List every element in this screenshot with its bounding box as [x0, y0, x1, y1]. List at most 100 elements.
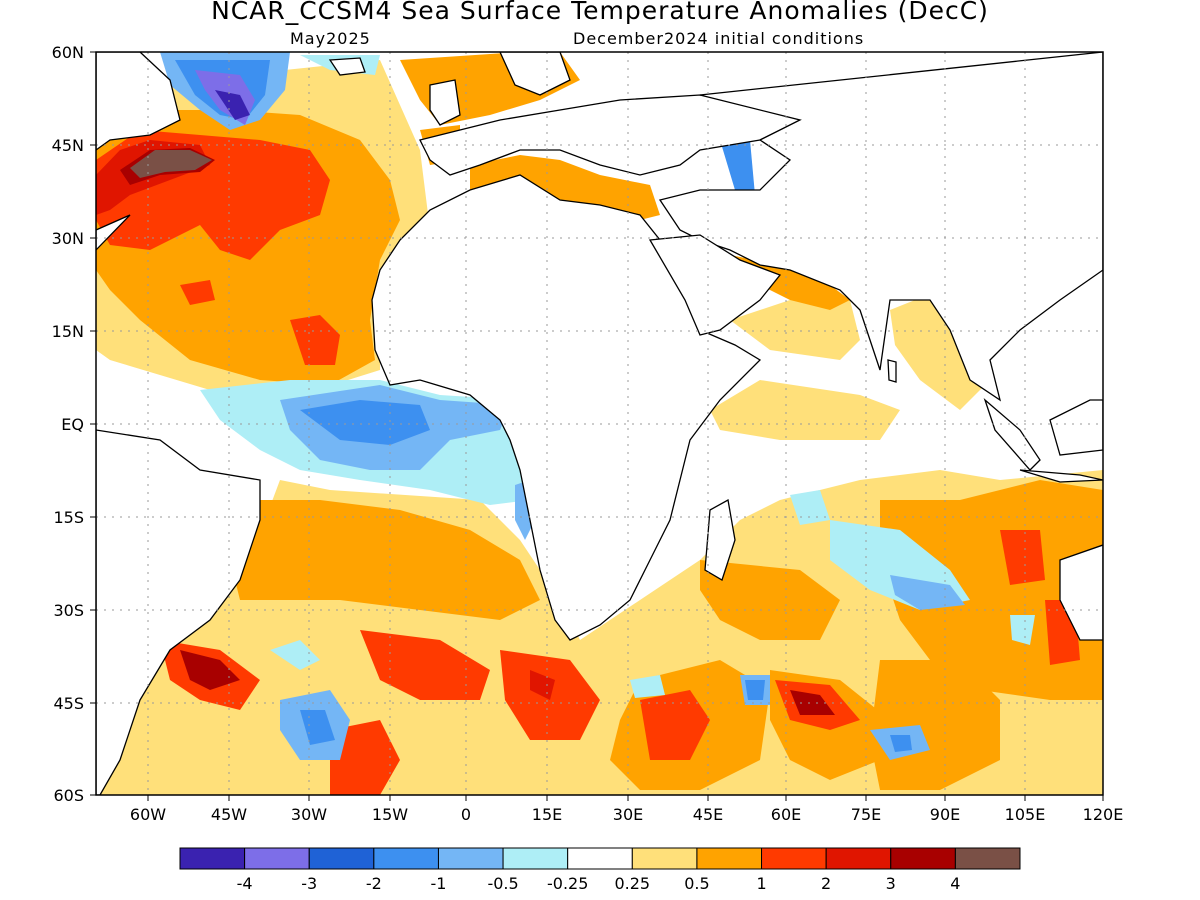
anomaly-region: [1000, 530, 1045, 585]
lon-label: 105E: [1005, 805, 1046, 824]
colorbar-swatch: [890, 847, 956, 870]
anomaly-region: [630, 675, 665, 698]
anomaly-region: [270, 640, 320, 670]
anomaly-region: [300, 400, 430, 445]
land-masses: [96, 52, 1103, 795]
colorbar-label: -1: [430, 874, 446, 893]
sumatra: [983, 397, 1041, 471]
sri-lanka: [887, 359, 897, 383]
anomaly-region: [880, 480, 1103, 700]
anomaly-region: [890, 735, 912, 752]
anomaly-region: [730, 300, 860, 360]
lon-label: 90E: [930, 805, 960, 824]
colorbar-label: 0.25: [614, 874, 650, 893]
anomaly-region: [215, 90, 250, 120]
colorbar-swatch: [502, 847, 569, 870]
anomaly-region: [870, 660, 1000, 790]
colorbar-swatch: [244, 847, 310, 870]
colorbar-labels: -4 -3 -2 -1 -0.5 -0.25 0.25 0.5 1 2 3 4: [237, 874, 961, 893]
north-america-east: [96, 214, 131, 251]
anomaly-region: [700, 560, 840, 640]
lon-label: 60W: [130, 805, 166, 824]
map-title: NCAR_CCSM4 Sea Surface Temperature Anoma…: [211, 0, 989, 25]
colorbar-label: 0.5: [684, 874, 709, 893]
iceland: [328, 57, 366, 76]
colorbar-label: -2: [366, 874, 382, 893]
lat-label: 15N: [52, 322, 84, 341]
colorbar-swatch: [631, 847, 698, 870]
anomaly-region: [290, 315, 340, 365]
anomaly-region: [1010, 615, 1035, 645]
anomaly-region: [230, 500, 540, 620]
colorbar-swatch: [696, 847, 763, 870]
anomaly-region: [720, 140, 755, 195]
lat-label: 60S: [53, 786, 84, 805]
anomaly-region: [180, 650, 240, 690]
anomaly-region: [640, 690, 710, 760]
anomaly-region: [790, 490, 830, 525]
anomaly-region: [180, 280, 215, 305]
anomaly-region: [530, 670, 555, 700]
latitude-labels: 60N 45N 30N 15N EQ 15S 30S 45S 60S: [52, 43, 84, 805]
lat-label: 45N: [52, 136, 84, 155]
anomaly-region: [300, 710, 335, 745]
lat-label: 45S: [53, 694, 84, 713]
anomaly-region: [745, 680, 765, 700]
colorbar-swatch: [567, 847, 633, 870]
colorbar-swatch: [308, 847, 375, 870]
colorbar-label: -0.5: [487, 874, 518, 893]
lat-label: 60N: [52, 43, 84, 62]
lon-label: 30W: [291, 805, 327, 824]
tick-marks: [90, 51, 1104, 801]
colorbar-swatch: [954, 847, 1021, 870]
lon-label: 75E: [851, 805, 881, 824]
australia: [1059, 544, 1103, 641]
lat-label: 30N: [52, 229, 84, 248]
lon-label: 120E: [1083, 805, 1124, 824]
colorbar-swatches: [179, 847, 1021, 870]
colorbar-label: 1: [756, 874, 766, 893]
colorbar-swatch: [373, 847, 439, 870]
colorbar-swatch: [437, 847, 504, 870]
north-america: [96, 52, 181, 151]
lon-label: 45W: [211, 805, 247, 824]
forecast-month: May2025: [290, 29, 371, 48]
colorbar-label: -4: [237, 874, 253, 893]
scandinavia: [499, 52, 571, 96]
arabia: [648, 234, 782, 336]
java: [1019, 469, 1103, 483]
colorbar-swatch: [761, 847, 827, 870]
lon-label: 15E: [532, 805, 562, 824]
lon-label: 30E: [613, 805, 643, 824]
colorbar-swatch: [179, 847, 246, 870]
colorbar: -4 -3 -2 -1 -0.5 -0.25 0.25 0.5 1 2 3 4: [179, 847, 1021, 893]
lat-label: EQ: [61, 415, 84, 434]
initial-conditions: December2024 initial conditions: [573, 29, 865, 48]
borneo: [1049, 399, 1103, 456]
lon-label: 45E: [693, 805, 723, 824]
lat-label: 30S: [53, 601, 84, 620]
anomaly-region: [790, 690, 835, 715]
asia: [658, 52, 1103, 402]
lat-label: 15S: [53, 508, 84, 527]
colorbar-label: 3: [886, 874, 896, 893]
lon-label: 0: [461, 805, 471, 824]
longitude-labels: 60W 45W 30W 15W 0 15E 30E 45E 60E 75E 90…: [130, 805, 1123, 824]
lon-label: 15W: [372, 805, 408, 824]
south-america: [96, 429, 261, 795]
colorbar-label: 4: [950, 874, 960, 893]
colorbar-swatch: [825, 847, 892, 870]
colorbar-label: 2: [821, 874, 831, 893]
madagascar: [704, 498, 736, 581]
europe: [419, 94, 802, 176]
anomaly-region: [130, 150, 212, 178]
anomaly-region: [330, 720, 400, 795]
anomaly-region: [890, 575, 965, 610]
lon-label: 60E: [771, 805, 801, 824]
anomaly-region: [710, 380, 900, 440]
colorbar-label: -0.25: [547, 874, 588, 893]
british-isles: [429, 79, 461, 126]
anomaly-region: [360, 630, 490, 700]
colorbar-label: -3: [301, 874, 317, 893]
